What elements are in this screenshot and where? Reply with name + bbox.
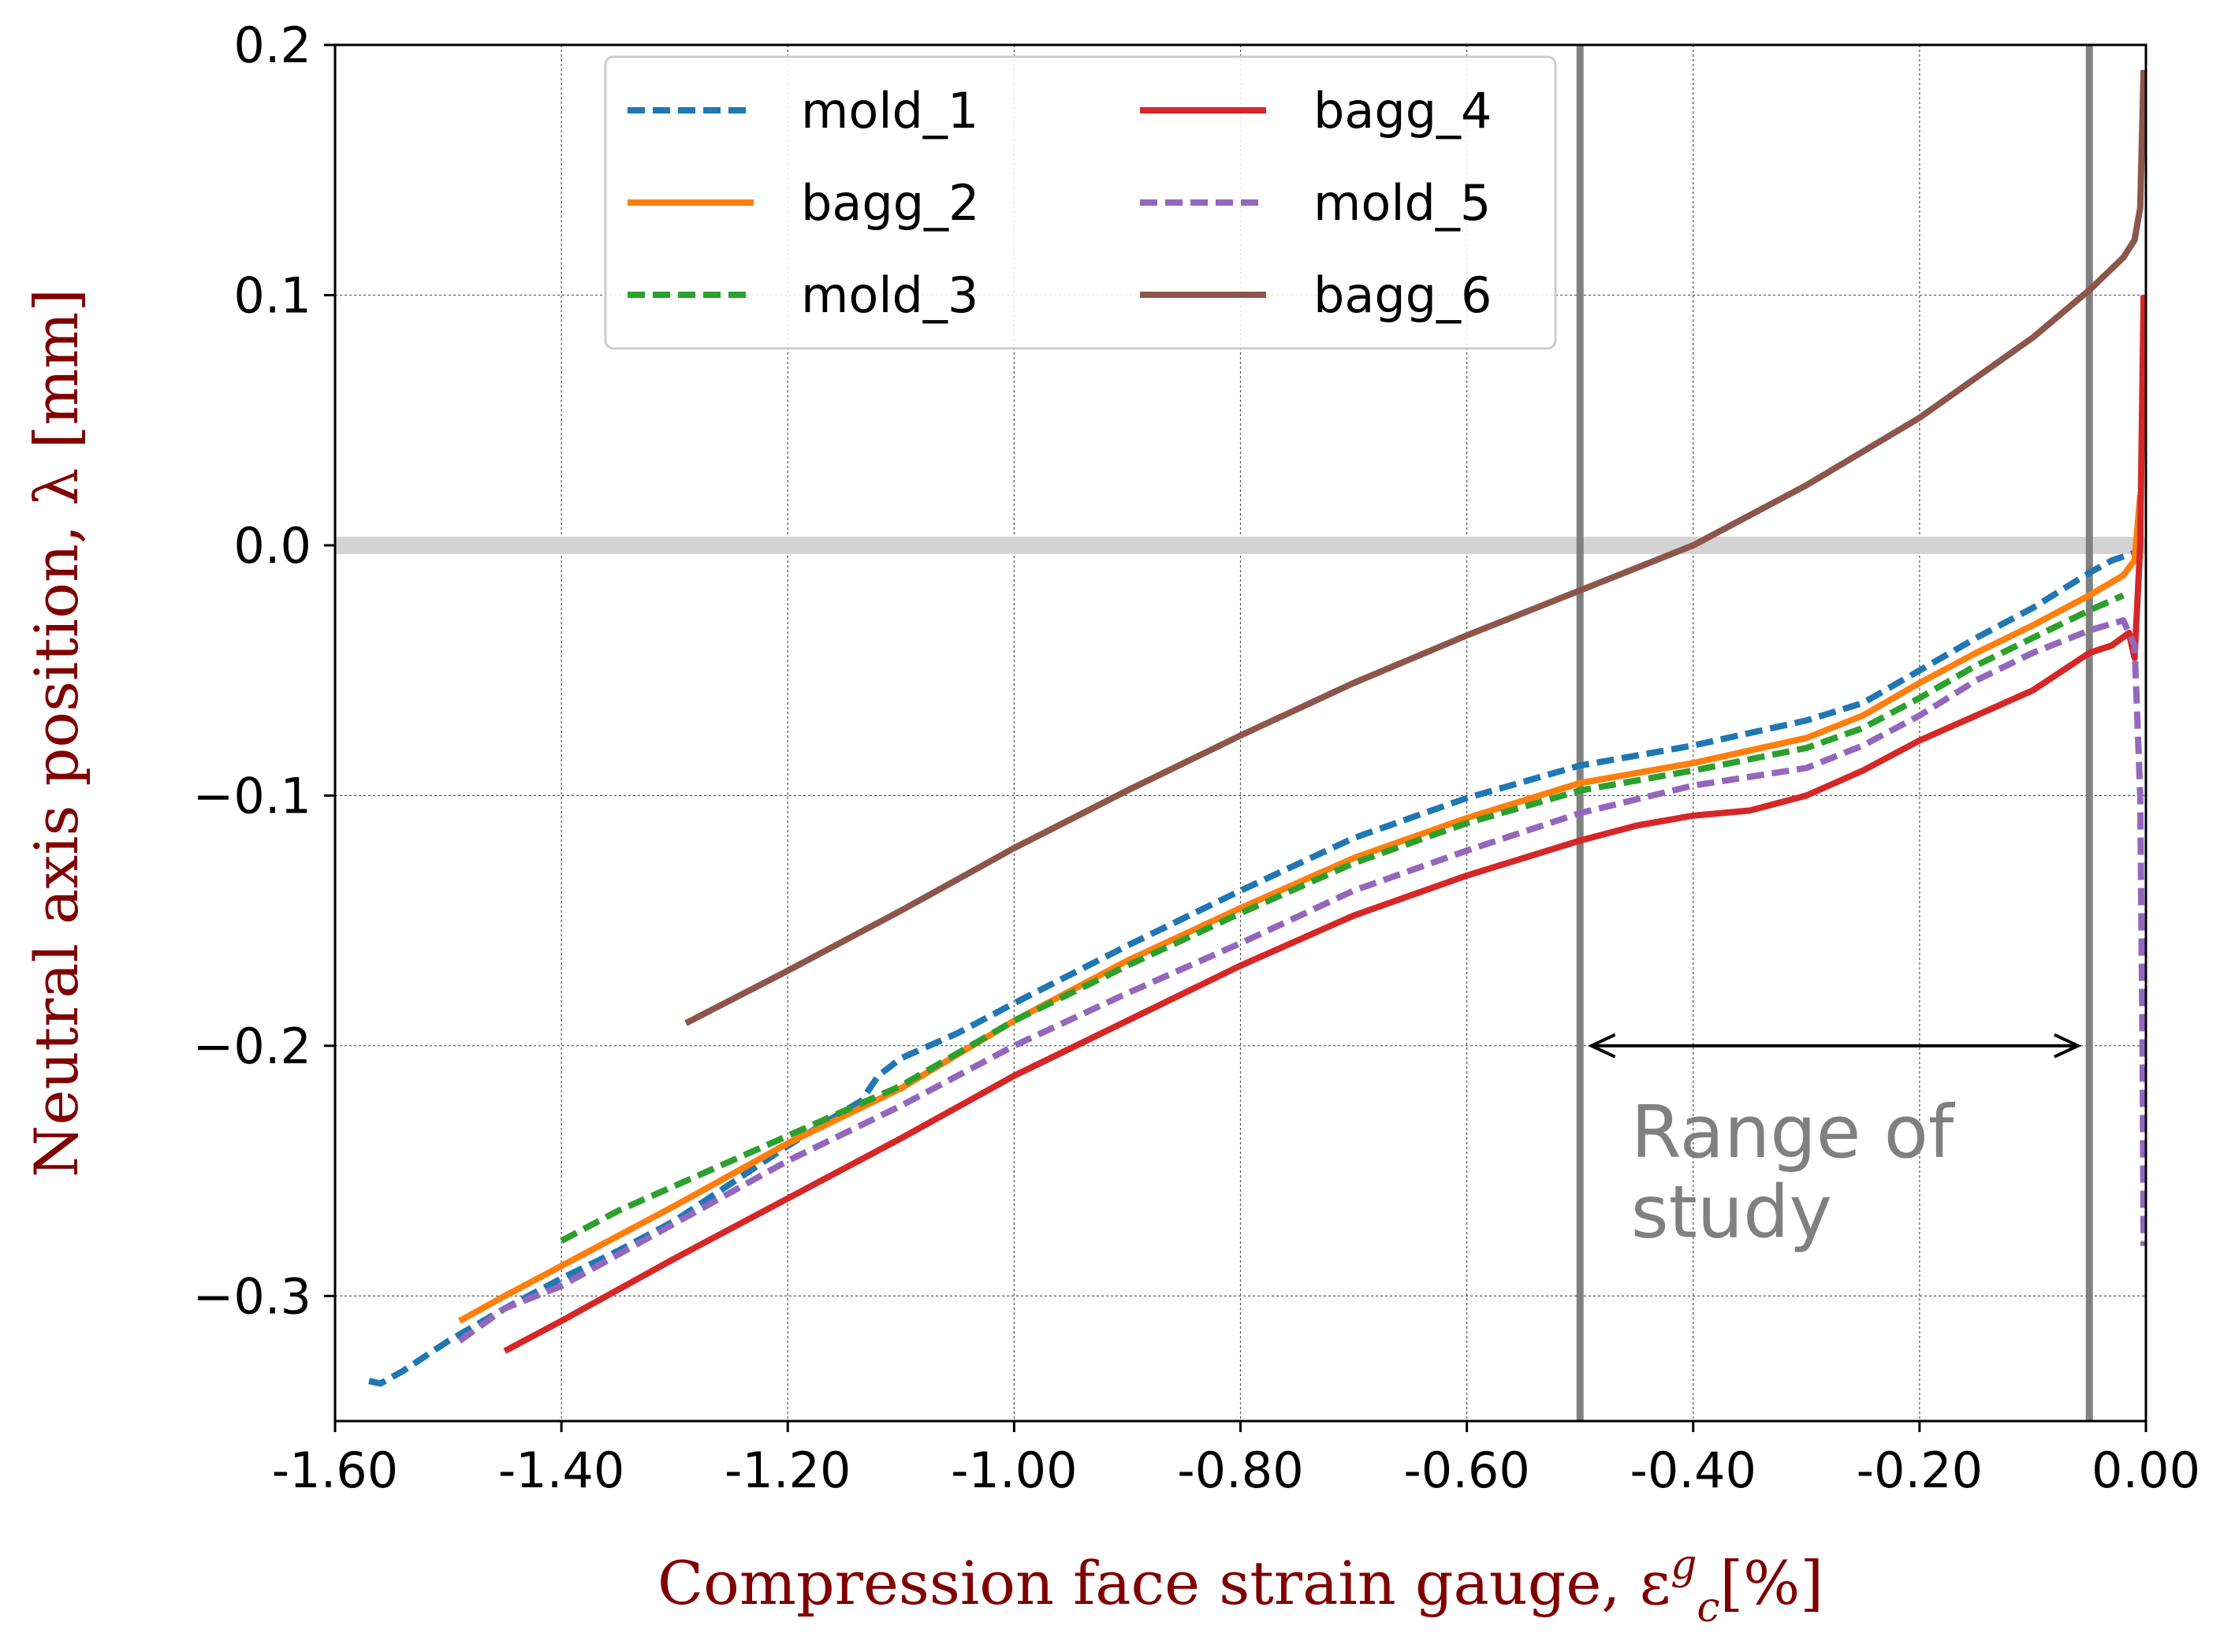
- x-tick-label-0: -1.60: [272, 1442, 398, 1499]
- range-arrow-head-left: [1587, 1033, 1616, 1059]
- axis-ticks: -1.60 -1.40 -1.20 -1.00 -0.80 -0.60 -0.40 -0.20…: [192, 17, 2200, 1499]
- x-tick-label-1: -1.40: [498, 1442, 624, 1499]
- x-tick-label-4: -0.80: [1177, 1442, 1303, 1499]
- legend-label-bagg-4: bagg_4: [1313, 82, 1492, 140]
- x-axis-title-sup: g: [1671, 1542, 1697, 1589]
- x-tick-label-5: -0.60: [1403, 1442, 1529, 1499]
- legend: mold_1 bagg_2 mold_3 bagg_4 mold_5 bagg_6: [604, 55, 1557, 350]
- series-mold-3: [560, 592, 2125, 1244]
- annotation-range-of: Range of: [1631, 1090, 1956, 1174]
- y-axis-title: Neutral axis position, λ [mm]: [21, 288, 91, 1178]
- y-tick-label-5: 0.2: [233, 17, 311, 74]
- series-mold-1: [368, 549, 2136, 1387]
- y-tick-label-0: −0.3: [192, 1267, 311, 1325]
- legend-label-mold-3: mold_3: [801, 266, 978, 324]
- series-layer: [368, 69, 2147, 1387]
- annotation-study: study: [1631, 1170, 1832, 1255]
- x-tick-label-7: -0.20: [1857, 1442, 1983, 1499]
- x-axis-title-main: Compression face strain gauge, ε: [657, 1548, 1671, 1618]
- series-bagg-6: [684, 69, 2147, 1026]
- x-axis-title-unit: [%]: [1719, 1548, 1823, 1618]
- series-bagg-4: [503, 295, 2147, 1354]
- x-axis-title: Compression face strain gauge, εgc[%]: [657, 1542, 1823, 1632]
- x-tick-label-6: -0.40: [1630, 1442, 1756, 1499]
- legend-label-bagg-2: bagg_2: [801, 174, 980, 232]
- y-tick-label-3: 0.0: [233, 517, 311, 575]
- x-tick-label-2: -1.20: [725, 1442, 851, 1499]
- legend-frame: [604, 55, 1557, 350]
- y-tick-label-2: −0.1: [192, 767, 311, 824]
- x-axis-title-sub: c: [1697, 1584, 1719, 1632]
- legend-label-bagg-6: bagg_6: [1313, 266, 1492, 324]
- legend-label-mold-1: mold_1: [801, 82, 978, 140]
- range-arrow: [1587, 1033, 2082, 1059]
- series-bagg-2: [457, 495, 2144, 1324]
- reference-lines: [335, 45, 2146, 1421]
- y-tick-label-1: −0.2: [192, 1018, 311, 1075]
- legend-label-mold-5: mold_5: [1313, 174, 1491, 232]
- x-tick-label-3: -1.00: [951, 1442, 1077, 1499]
- x-tick-label-8: 0.00: [2092, 1442, 2200, 1499]
- series-mold-5: [457, 617, 2147, 1344]
- y-tick-label-4: 0.1: [233, 266, 311, 324]
- range-arrow-head-right: [2054, 1033, 2082, 1059]
